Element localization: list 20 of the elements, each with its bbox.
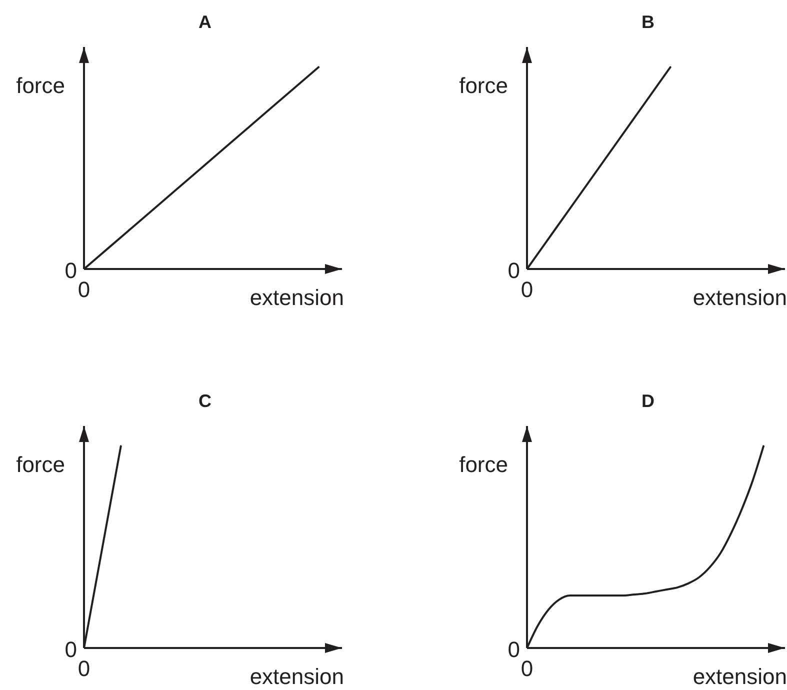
x-axis-title: extension [692,285,787,310]
text: 0 [508,258,520,283]
text: 0 [508,637,520,662]
text: 0 [520,277,534,302]
chart-title: D [642,391,654,411]
chart-title: A [198,12,212,32]
chart-title: C [198,391,212,411]
y-axis-title: force [459,73,508,98]
y-axis-title: force [16,452,65,477]
y-axis-title: force [16,73,65,98]
text: 0 [64,258,77,283]
text: 0 [520,656,534,681]
chart-title: B [642,12,654,32]
text: 0 [64,637,77,662]
x-axis-title: extension [250,664,344,689]
x-axis-title: extension [692,664,787,689]
text: 0 [78,277,90,302]
y-axis-title: force [459,452,508,477]
text: 0 [78,656,90,681]
x-axis-title: extension [250,285,344,310]
